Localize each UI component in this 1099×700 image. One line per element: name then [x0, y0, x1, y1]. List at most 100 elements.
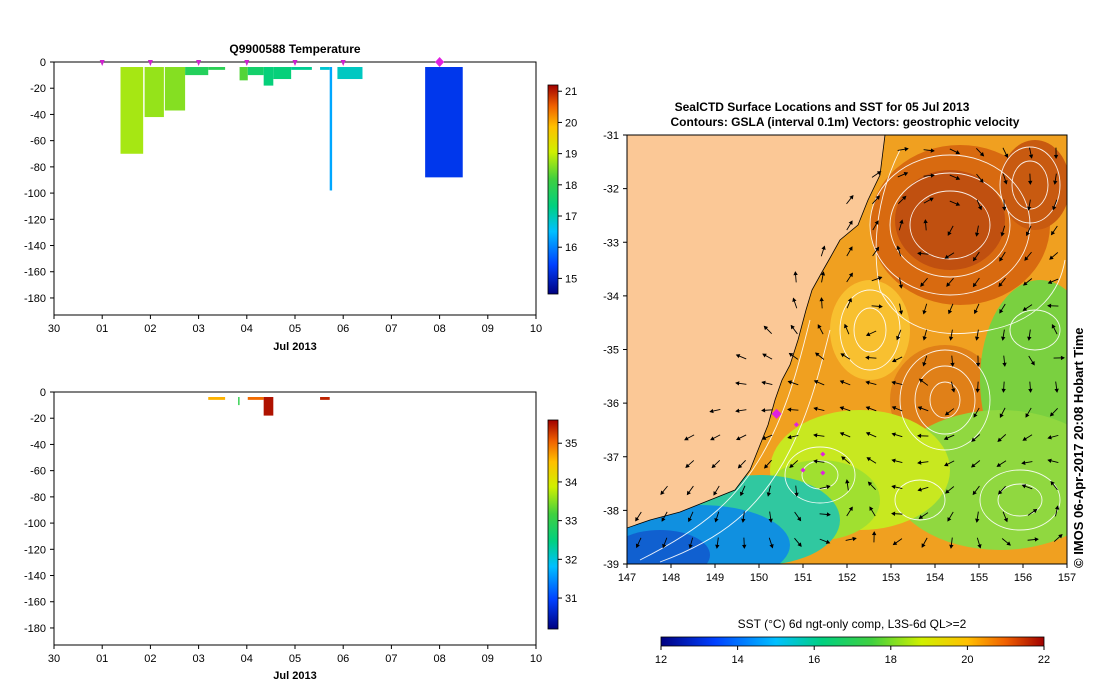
salinity-plot-area	[53, 391, 537, 646]
temperature-colorbar	[547, 84, 559, 295]
profile-marker	[292, 60, 298, 66]
x-tick-label: 02	[144, 323, 156, 335]
velocity-vectors	[635, 147, 1065, 549]
profile-bar	[263, 67, 274, 86]
map-lat-tick-label: -34	[603, 291, 619, 303]
colorbar-tick-label: 33	[565, 516, 577, 528]
y-tick-label: -120	[24, 544, 46, 556]
colorbar-tick-label: 34	[565, 477, 577, 489]
sst-colorbar-tick-label: 20	[961, 654, 973, 666]
seal-position	[800, 467, 806, 473]
y-tick-label: -120	[24, 214, 46, 226]
x-tick-label: 30	[48, 323, 60, 335]
map-lat-tick-label: -39	[603, 559, 619, 571]
map-lat-tick-label: -32	[603, 184, 619, 196]
sst-colorbar-tick-label: 22	[1038, 654, 1050, 666]
profile-bar	[238, 397, 240, 406]
sst-colorbar-tick-label: 16	[808, 654, 820, 666]
y-tick-label: -80	[30, 162, 46, 174]
profile-bar	[239, 67, 248, 81]
y-tick-label: -40	[30, 439, 46, 451]
x-tick-label: 05	[289, 653, 301, 665]
highlight-profile-marker	[435, 57, 445, 67]
colorbar-tick-label: 32	[565, 554, 577, 566]
map-lon-tick-label: 149	[706, 572, 724, 584]
map-lon-tick-label: 154	[926, 572, 944, 584]
y-tick-label: -80	[30, 492, 46, 504]
seal-position	[820, 451, 826, 457]
y-tick-label: 0	[40, 387, 46, 399]
profile-bar	[425, 67, 463, 178]
map-lon-tick-label: 157	[1058, 572, 1076, 584]
x-tick-label: 30	[48, 653, 60, 665]
x-tick-label: 09	[482, 323, 494, 335]
profile-bar	[263, 397, 274, 416]
map-lon-tick-label: 153	[882, 572, 900, 584]
profile-bar	[320, 67, 330, 70]
x-tick-label: 02	[144, 653, 156, 665]
sst-colorbar-tick-label: 12	[655, 654, 667, 666]
sst-field	[627, 135, 1067, 564]
y-tick-label: -180	[24, 623, 46, 635]
y-tick-label: -60	[30, 466, 46, 478]
y-tick-label: -60	[30, 136, 46, 148]
profile-bar	[144, 67, 164, 118]
temperature-x-axis-label: Jul 2013	[273, 341, 316, 353]
profile-bar	[164, 67, 186, 111]
profile-bar	[247, 397, 264, 400]
profile-bar	[337, 67, 363, 80]
gsla-contours	[639, 146, 1066, 563]
map-lon-tick-label: 155	[970, 572, 988, 584]
profile-bar	[247, 67, 264, 76]
map-lat-tick-label: -36	[603, 398, 619, 410]
sst-map-chart: SealCTD Surface Locations and SST for 05…	[603, 100, 1076, 666]
profile-bar	[329, 67, 333, 191]
x-tick-label: 06	[337, 653, 349, 665]
salinity-x-axis-label: Jul 2013	[273, 670, 316, 682]
x-tick-label: 05	[289, 323, 301, 335]
x-tick-label: 03	[192, 653, 204, 665]
profile-bar	[208, 397, 226, 400]
profile-bar	[320, 397, 330, 400]
y-tick-label: -40	[30, 109, 46, 121]
profile-marker	[99, 60, 105, 66]
map-lon-tick-label: 147	[618, 572, 636, 584]
x-tick-label: 04	[241, 653, 253, 665]
x-tick-label: 09	[482, 653, 494, 665]
colorbar-tick-label: 16	[565, 242, 577, 254]
map-lat-tick-label: -33	[603, 237, 619, 249]
map-lat-tick-label: -35	[603, 345, 619, 357]
y-tick-label: -20	[30, 83, 46, 95]
map-subtitle: Contours: GSLA (interval 0.1m) Vectors: …	[671, 115, 1020, 129]
map-lat-tick-label: -38	[603, 505, 619, 517]
profile-bar	[185, 67, 209, 76]
seal-position	[820, 470, 826, 476]
colorbar-tick-label: 20	[565, 117, 577, 129]
y-tick-label: -180	[24, 293, 46, 305]
profile-marker	[196, 60, 202, 66]
x-tick-label: 06	[337, 323, 349, 335]
profile-marker	[244, 60, 250, 66]
map-lon-tick-label: 150	[750, 572, 768, 584]
y-tick-label: -140	[24, 241, 46, 253]
colorbar-tick-label: 18	[565, 180, 577, 192]
x-tick-label: 01	[96, 323, 108, 335]
y-tick-label: -20	[30, 413, 46, 425]
map-lon-tick-label: 151	[794, 572, 812, 584]
profile-bar	[291, 67, 312, 70]
colorbar-tick-label: 15	[565, 273, 577, 285]
temperature-chart-title: Q9900588 Temperature	[229, 42, 361, 56]
profile-bar	[208, 67, 226, 70]
y-tick-label: -140	[24, 571, 46, 583]
sst-colorbar-label: SST (°C) 6d ngt-only comp, L3S-6d QL>=2	[738, 617, 967, 631]
x-tick-label: 04	[241, 323, 253, 335]
sst-colorbar-tick-label: 14	[731, 654, 743, 666]
profile-marker	[340, 60, 346, 66]
x-tick-label: 08	[433, 323, 445, 335]
y-tick-label: -160	[24, 267, 46, 279]
map-lon-tick-label: 148	[662, 572, 680, 584]
x-tick-label: 10	[530, 323, 542, 335]
x-tick-label: 10	[530, 653, 542, 665]
x-tick-label: 01	[96, 653, 108, 665]
land-mass	[627, 135, 886, 529]
